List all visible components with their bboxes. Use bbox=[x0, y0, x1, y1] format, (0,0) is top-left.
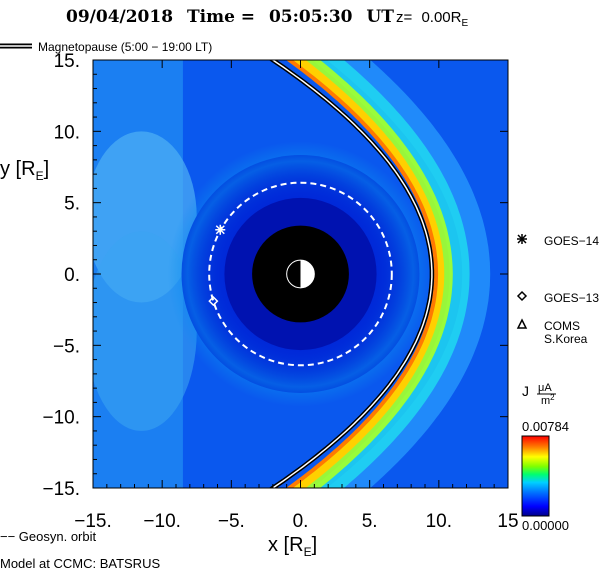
title-time-unit: UT bbox=[366, 7, 394, 27]
current-band-3 bbox=[297, 60, 453, 488]
geosync-legend-label: −− Geosyn. orbit bbox=[0, 529, 96, 544]
svg-text:09/04/2018 Time =: 09/04/2018 Time = 05:05:30 UT bbox=[66, 7, 394, 27]
magnetopause-line bbox=[271, 60, 433, 488]
colorbar-unit-denominator: m2 bbox=[541, 393, 555, 407]
y-tick-label-2: −5. bbox=[53, 336, 80, 357]
colorbar-gradient bbox=[521, 435, 550, 517]
satellite-marker-2 bbox=[208, 296, 219, 307]
satellite-marker-1 bbox=[215, 224, 226, 235]
legend-goes14-label: GOES−14 bbox=[544, 234, 599, 248]
x-tick-label-3: 0. bbox=[293, 511, 309, 532]
geosync-orbit bbox=[208, 181, 393, 367]
y-tick-label-4: 5. bbox=[64, 194, 80, 215]
magnetopause-legend: Magnetopause (5:00 − 19:00 LT) bbox=[0, 40, 212, 54]
x-axis-label: x [RE] bbox=[268, 534, 317, 559]
colorbar: J μA m2 0.00784 0.00000 bbox=[521, 382, 569, 533]
current-band-5 bbox=[286, 60, 439, 488]
x-tick-label-6: 15 bbox=[497, 511, 518, 532]
title-time: 05:05:30 bbox=[269, 7, 353, 27]
y-tick-label-3: 0. bbox=[64, 265, 80, 286]
title-time-label: Time = bbox=[187, 7, 255, 27]
y-axis-label: y [RE] bbox=[0, 158, 49, 183]
colorbar-unit-numerator: μA bbox=[538, 382, 552, 394]
title-z-sub: E bbox=[461, 18, 468, 29]
earth-dayside bbox=[300, 260, 315, 288]
current-band-4 bbox=[292, 60, 445, 488]
x-tick-label-5: 10. bbox=[426, 511, 452, 532]
legend-goes13-label: GOES−13 bbox=[544, 291, 599, 305]
legend-star-symbol bbox=[517, 234, 527, 244]
colorbar-min-label: 0.00000 bbox=[522, 518, 569, 533]
current-band-1 bbox=[326, 60, 491, 488]
title-z-value: 0.00R bbox=[421, 9, 461, 26]
current-band-2 bbox=[312, 60, 470, 488]
x-tick-label-1: −10. bbox=[143, 511, 181, 532]
y-axis: −15. −10. −5. 0. 5. 10. 15. bbox=[42, 51, 508, 500]
magnetopause-legend-label: Magnetopause (5:00 − 19:00 LT) bbox=[38, 40, 212, 54]
x-tick-label-2: −5. bbox=[218, 511, 245, 532]
title-date: 09/04/2018 bbox=[66, 7, 173, 27]
legend-coms-label2: S.Korea bbox=[544, 332, 588, 346]
chart-title: 09/04/2018 Time = 05:05:30 UT z= 0.00RE bbox=[66, 7, 468, 29]
y-tick-label-6: 15. bbox=[54, 51, 80, 72]
legend-triangle-symbol bbox=[516, 318, 528, 329]
x-axis: −15. −10. −5. 0. 5. 10. 15 bbox=[74, 60, 519, 532]
title-z-label: z= bbox=[396, 9, 413, 26]
y-tick-label-1: −10. bbox=[42, 408, 80, 429]
satellite-legend: GOES−14 GOES−13 COMS S.Korea bbox=[516, 234, 599, 346]
legend-coms-label: COMS bbox=[544, 319, 580, 333]
colorbar-label: J bbox=[522, 383, 529, 399]
y-tick-label-5: 10. bbox=[54, 122, 80, 143]
x-tick-label-0: −15. bbox=[74, 511, 112, 532]
y-tick-label-0: −15. bbox=[42, 479, 80, 500]
svg-text:z= 0.00RE: z= 0.00RE bbox=[396, 9, 468, 29]
heatmap-field bbox=[93, 60, 491, 488]
legend-diamond-symbol bbox=[516, 290, 528, 302]
model-footer: Model at CCMC: BATSRUS bbox=[0, 556, 160, 571]
colorbar-max-label: 0.00784 bbox=[522, 419, 569, 434]
x-tick-label-4: 5. bbox=[362, 511, 378, 532]
plot-area bbox=[93, 60, 508, 488]
